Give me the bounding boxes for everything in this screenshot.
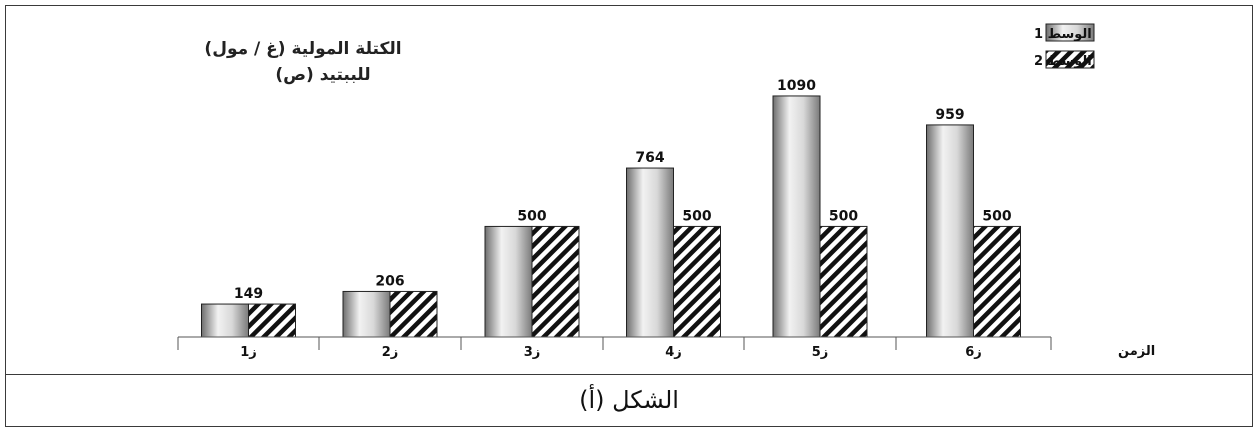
- legend: الوسط 1 الوسط 2: [1034, 23, 1095, 69]
- x-tick-label-4: ز4: [665, 345, 682, 360]
- x-tick-label-5: ز5: [812, 345, 829, 360]
- value-label-series-1-6: 959: [935, 107, 964, 123]
- value-labels-group: 149 206 500 764 500 1090 500 959 500: [234, 78, 1012, 302]
- x-ticks-group: [177, 337, 1052, 350]
- legend-label-series-1: الوسط 1: [1034, 27, 1092, 42]
- value-label-series-2-5: 500: [829, 208, 858, 224]
- x-tick-label-2: ز2: [382, 345, 399, 360]
- bar-chart: الكتلة المولية (غ / مول) للببتيد (ص) الو…: [177, 23, 1155, 360]
- bar-series-1-1: [201, 303, 249, 338]
- bar-series-1-4: [626, 167, 674, 338]
- x-tick-labels-group: ز1 ز2 ز3 ز4 ز5 ز6: [240, 345, 982, 360]
- value-label-series-2-4: 500: [682, 208, 711, 224]
- bar-series-2-2: [389, 290, 438, 338]
- bar-series-1-6: [926, 124, 974, 338]
- bar-series-2-6: [973, 225, 1021, 338]
- legend-swatch-series-1: [1045, 23, 1095, 42]
- bar-series-1-5: [772, 95, 821, 338]
- value-label-series-1-5: 1090: [777, 78, 816, 94]
- x-tick-label-6: ز6: [965, 345, 982, 360]
- legend-swatch-series-2: [1045, 50, 1095, 69]
- legend-label-series-2: الوسط 2: [1034, 54, 1092, 69]
- x-tick-label-1: ز1: [240, 345, 257, 360]
- chart-title-line-2: للببتيد (ص): [275, 65, 370, 85]
- value-label-1: 149: [234, 286, 263, 302]
- value-label-series-2-6: 500: [982, 208, 1011, 224]
- bar-series-1-2: [342, 290, 391, 338]
- x-axis-label: الزمن: [1118, 344, 1155, 359]
- caption-divider: [6, 374, 1252, 375]
- x-tick-label-3: ز3: [524, 345, 541, 360]
- bar-series-1-3: [484, 225, 533, 338]
- value-label-3: 500: [517, 208, 546, 224]
- chart-title-line-1: الكتلة المولية (غ / مول): [204, 39, 401, 59]
- figure-frame: الكتلة المولية (غ / مول) للببتيد (ص) الو…: [5, 5, 1253, 427]
- bar-series-2-1: [248, 303, 296, 338]
- value-label-series-1-4: 764: [635, 150, 664, 166]
- bars-group: [201, 95, 1021, 338]
- figure-caption: الشكل (أ): [579, 386, 679, 414]
- value-label-2: 206: [375, 273, 404, 289]
- bar-series-2-4: [673, 225, 721, 338]
- bar-series-2-5: [819, 225, 868, 338]
- bar-series-2-3: [531, 225, 580, 338]
